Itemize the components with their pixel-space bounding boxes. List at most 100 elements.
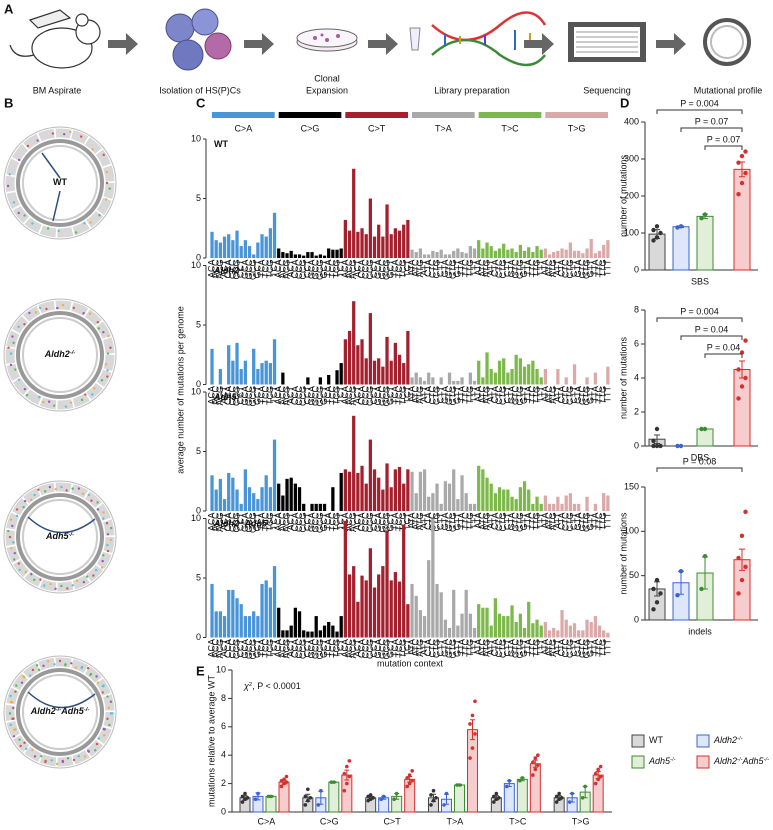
data-point <box>654 224 660 229</box>
context-label: TTA <box>456 260 466 276</box>
context-label: CTT <box>502 639 512 657</box>
y-tick-label: 200 <box>624 190 639 200</box>
mutation-dot <box>17 325 20 328</box>
genotype-name: Adh5 <box>742 756 765 766</box>
context-label: ATC <box>411 386 421 404</box>
bar <box>372 236 377 258</box>
context-label: GTG <box>581 386 591 406</box>
context-label: TCG <box>331 639 341 658</box>
bar <box>439 592 443 638</box>
context-label: CCA <box>223 513 233 532</box>
data-point <box>593 771 598 776</box>
mutation-dot <box>58 659 62 663</box>
bar <box>543 622 547 638</box>
mutation-dot <box>15 684 18 687</box>
context-label: TCT <box>402 259 412 277</box>
context-label: GCG <box>381 260 391 281</box>
context-label: CCC <box>294 512 304 532</box>
bar <box>427 372 431 385</box>
bar <box>572 503 577 511</box>
context-label: CTA <box>490 260 500 277</box>
mutation-dot <box>9 363 13 367</box>
bar <box>339 616 343 638</box>
bar <box>352 415 356 511</box>
context-label: CTT <box>569 386 579 404</box>
dish-icon <box>296 28 358 52</box>
context-label: GTT <box>452 512 462 530</box>
bar <box>581 253 585 258</box>
chromosome-segment <box>12 205 30 224</box>
class-header-bar <box>212 112 275 118</box>
context-label: ATC <box>477 386 487 404</box>
genotype-label: Aldh2-/-Adh5-/- <box>30 706 90 716</box>
genotype-label: Adh5-/- <box>648 756 676 766</box>
data-point <box>240 800 245 804</box>
context-label: ACG <box>348 386 358 406</box>
chromosome-segment <box>23 133 41 150</box>
context-label: TCC <box>327 639 337 658</box>
genotype-name: Adh5 <box>45 531 69 541</box>
data-point <box>306 798 310 803</box>
annotation-text: , P < 0.0001 <box>252 681 301 691</box>
context-label: TTG <box>465 260 475 278</box>
data-point <box>345 764 349 769</box>
circos-inner-ring <box>16 311 104 399</box>
annotation-superscript: 2 <box>249 682 252 688</box>
context-label: GCT <box>386 639 396 659</box>
bar <box>381 566 385 638</box>
context-label: GCC <box>244 259 254 280</box>
x-axis-title: DBS <box>691 452 710 462</box>
context-label: CTC <box>561 512 571 531</box>
bar <box>547 503 552 511</box>
bar <box>472 627 477 638</box>
bar <box>493 372 497 385</box>
context-label: ACG <box>281 386 291 406</box>
context-label: GTT <box>586 259 596 277</box>
bar <box>493 250 497 258</box>
context-label: GCA <box>373 260 383 280</box>
mutation-dot <box>92 574 95 577</box>
bar <box>397 581 402 638</box>
context-label: TTG <box>598 513 608 531</box>
context-label: GCA <box>240 639 250 659</box>
bar <box>293 254 297 258</box>
mutation-dot <box>30 573 33 576</box>
x-axis-title: mutation context <box>377 658 444 668</box>
bar <box>214 489 218 511</box>
bar <box>522 366 527 385</box>
context-label: ACT <box>286 385 296 404</box>
context-label: GTA <box>440 639 450 657</box>
bar <box>535 496 539 511</box>
bar <box>264 236 268 258</box>
context-label: CTT <box>569 259 579 277</box>
bar <box>460 377 464 385</box>
chromosome-segment <box>12 144 29 162</box>
genotype-superscript: -/- <box>737 757 743 763</box>
context-label: CCG <box>365 639 375 659</box>
data-point <box>518 778 522 783</box>
context-label: TCC <box>394 512 404 531</box>
context-label: TTG <box>531 386 541 404</box>
mutation-dot <box>57 229 60 233</box>
bar <box>414 493 418 511</box>
chromosome-segment <box>55 482 72 493</box>
mutation-dot <box>17 158 21 162</box>
chromosome-segment <box>95 149 111 167</box>
bar <box>360 465 364 511</box>
mutation-dot <box>13 551 16 555</box>
bar <box>281 630 285 638</box>
y-tick-label: 8 <box>221 693 226 703</box>
context-label: GCA <box>240 513 250 533</box>
bar <box>589 622 593 638</box>
mutation-dot <box>24 747 28 751</box>
bar <box>393 342 397 385</box>
data-point <box>379 797 383 802</box>
bar <box>243 240 247 258</box>
context-label: ATT <box>486 259 496 276</box>
context-label: CCA <box>356 513 366 532</box>
bar <box>314 503 318 511</box>
context-label: ACG <box>281 260 291 280</box>
mutation-dot <box>32 578 36 582</box>
chromosome-segment <box>6 687 20 705</box>
data-point <box>306 787 310 792</box>
